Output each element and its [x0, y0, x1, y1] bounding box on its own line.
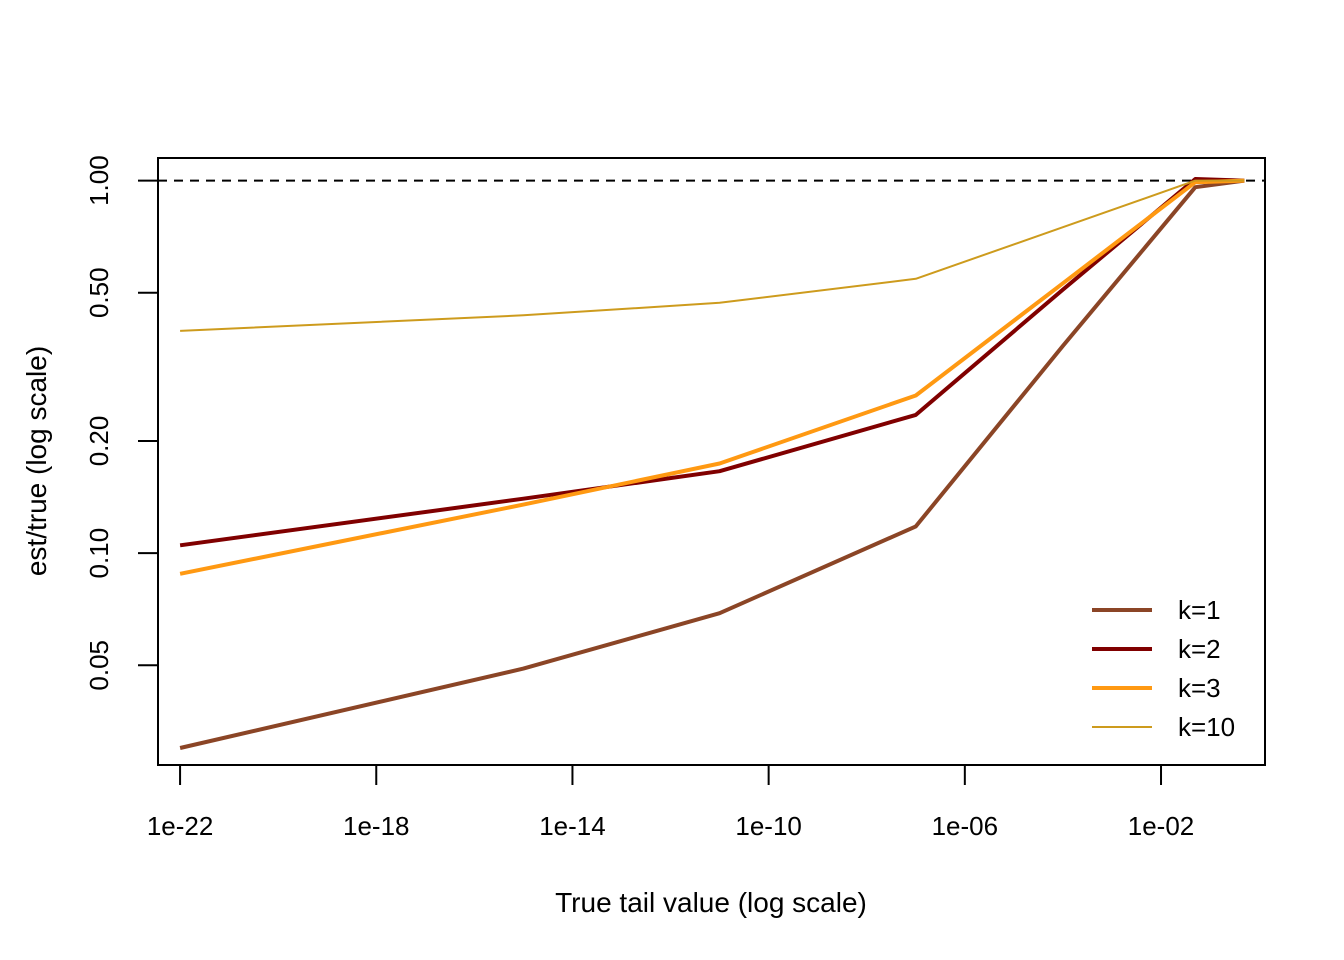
y-axis-title: est/true (log scale)	[21, 346, 52, 576]
x-axis: 1e-22 1e-18 1e-14 1e-10 1e-06 1e-02	[147, 764, 1195, 841]
series-line-k-3	[179, 178, 1245, 576]
legend-label: k=2	[1178, 634, 1221, 664]
y-tick-label: 0.10	[84, 528, 114, 579]
series-line-k-1	[179, 178, 1245, 750]
legend-label: k=10	[1178, 712, 1235, 742]
x-tick-label: 1e-18	[343, 811, 410, 841]
x-axis-title: True tail value (log scale)	[555, 887, 867, 918]
y-tick-label: 0.20	[84, 416, 114, 467]
plot-frame	[157, 157, 1266, 766]
x-tick-label: 1e-02	[1128, 811, 1195, 841]
x-tick-label: 1e-14	[539, 811, 606, 841]
series-line-k-2	[179, 177, 1245, 548]
y-tick-label: 0.05	[84, 640, 114, 691]
x-tick-label: 1e-06	[932, 811, 999, 841]
legend: k=1 k=2 k=3 k=10	[1092, 595, 1235, 742]
legend-label: k=1	[1178, 595, 1221, 625]
y-axis: 0.05 0.10 0.20 0.50 1.00	[84, 155, 159, 691]
y-tick-label: 0.50	[84, 267, 114, 318]
x-tick-label: 1e-10	[735, 811, 802, 841]
legend-label: k=3	[1178, 673, 1221, 703]
y-tick-label: 1.00	[84, 155, 114, 206]
series-line-k-10	[180, 179, 1245, 332]
x-tick-label: 1e-22	[147, 811, 214, 841]
series-lines	[179, 177, 1245, 750]
